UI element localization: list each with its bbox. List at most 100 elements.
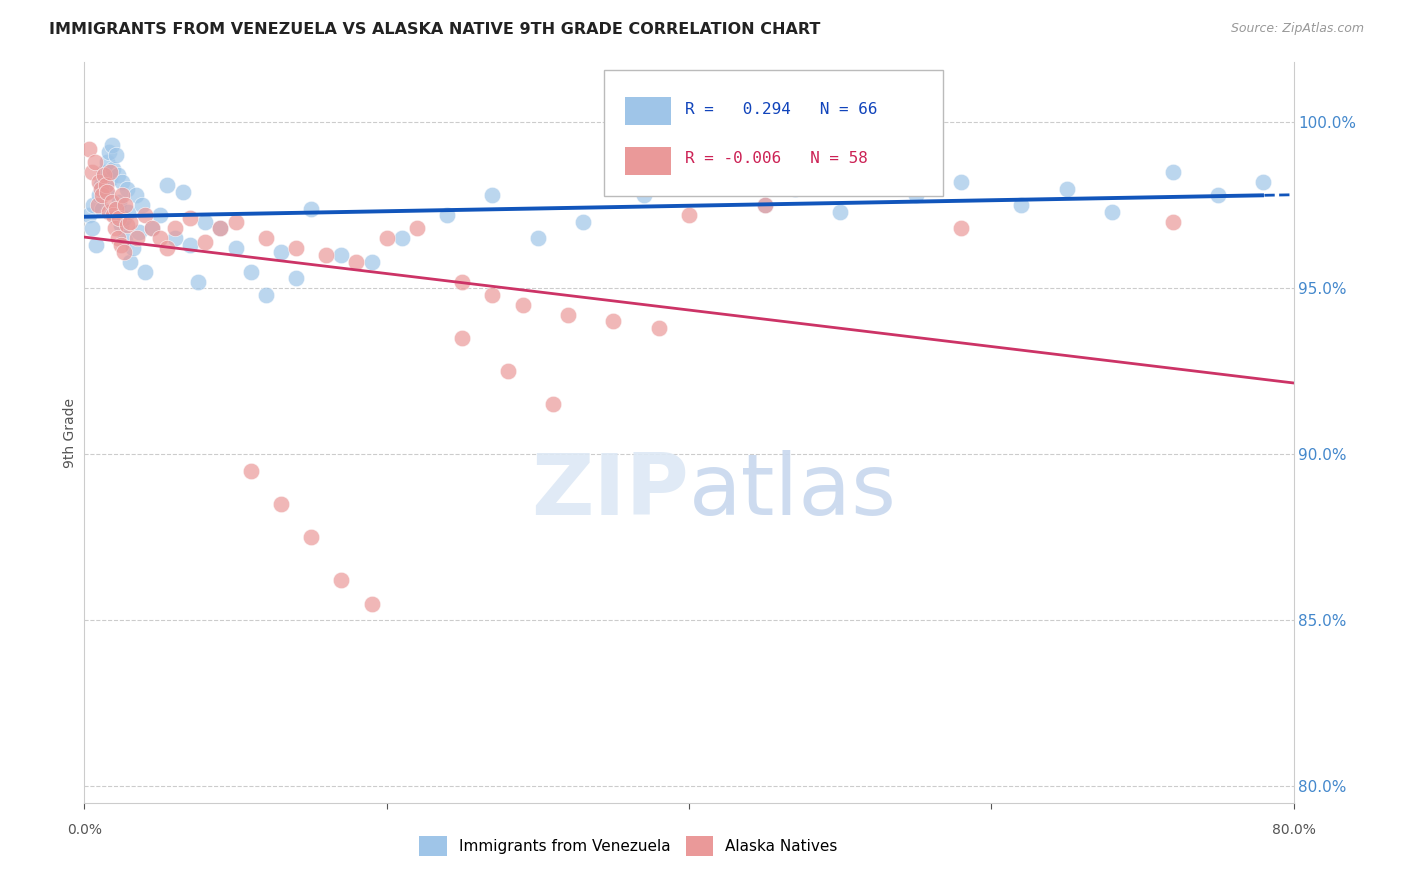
Point bbox=[904, 188, 927, 202]
Point bbox=[104, 221, 127, 235]
Point bbox=[149, 208, 172, 222]
Point bbox=[270, 497, 292, 511]
Point bbox=[114, 198, 136, 212]
Text: IMMIGRANTS FROM VENEZUELA VS ALASKA NATIVE 9TH GRADE CORRELATION CHART: IMMIGRANTS FROM VENEZUELA VS ALASKA NATI… bbox=[49, 22, 821, 37]
Point bbox=[1101, 204, 1123, 219]
Point bbox=[82, 198, 104, 212]
Text: 0.0%: 0.0% bbox=[67, 822, 101, 837]
Point bbox=[172, 185, 194, 199]
Point bbox=[187, 275, 209, 289]
Point bbox=[128, 225, 150, 239]
Point bbox=[572, 215, 595, 229]
Point bbox=[87, 198, 110, 212]
FancyBboxPatch shape bbox=[605, 70, 943, 195]
Point bbox=[131, 198, 153, 212]
Point bbox=[97, 145, 120, 159]
Point bbox=[648, 321, 671, 335]
Point bbox=[225, 215, 247, 229]
Text: 80.0%: 80.0% bbox=[1271, 822, 1316, 837]
Point bbox=[134, 264, 156, 278]
Point bbox=[285, 271, 308, 285]
Point bbox=[1206, 188, 1229, 202]
Point bbox=[97, 204, 120, 219]
Legend: Immigrants from Venezuela, Alaska Natives: Immigrants from Venezuela, Alaska Native… bbox=[413, 830, 844, 862]
Point bbox=[225, 241, 247, 255]
Text: R =   0.294   N = 66: R = 0.294 N = 66 bbox=[685, 102, 877, 117]
Point bbox=[375, 231, 398, 245]
Point bbox=[254, 288, 277, 302]
Point bbox=[754, 198, 776, 212]
Point bbox=[94, 178, 117, 193]
Point bbox=[118, 215, 141, 229]
Point bbox=[96, 155, 118, 169]
Point bbox=[117, 204, 139, 219]
Point bbox=[239, 464, 262, 478]
Point bbox=[127, 231, 149, 245]
Point bbox=[90, 178, 112, 193]
Point bbox=[91, 188, 114, 202]
Point bbox=[602, 314, 624, 328]
Point bbox=[254, 231, 277, 245]
Point bbox=[100, 194, 122, 209]
Point bbox=[77, 208, 100, 222]
Point bbox=[89, 188, 111, 202]
Point bbox=[481, 188, 503, 202]
Point bbox=[299, 202, 322, 216]
Point bbox=[101, 208, 124, 222]
Point bbox=[108, 194, 131, 209]
Point bbox=[179, 238, 201, 252]
Point bbox=[541, 397, 564, 411]
Point bbox=[104, 208, 127, 222]
Point bbox=[512, 298, 534, 312]
Point bbox=[633, 188, 655, 202]
Point bbox=[118, 254, 141, 268]
Point bbox=[96, 185, 118, 199]
Point bbox=[1253, 175, 1275, 189]
Point bbox=[194, 215, 217, 229]
Point bbox=[285, 241, 308, 255]
Point bbox=[101, 161, 124, 176]
Point bbox=[110, 238, 132, 252]
Point bbox=[125, 188, 148, 202]
Point bbox=[830, 204, 852, 219]
Point bbox=[112, 211, 135, 226]
Y-axis label: 9th Grade: 9th Grade bbox=[63, 398, 77, 467]
Point bbox=[80, 221, 103, 235]
Point bbox=[93, 165, 115, 179]
Point bbox=[360, 254, 382, 268]
Point bbox=[91, 202, 114, 216]
Point bbox=[406, 221, 429, 235]
Point bbox=[950, 175, 973, 189]
Point bbox=[179, 211, 201, 226]
Point bbox=[156, 178, 179, 193]
Text: Source: ZipAtlas.com: Source: ZipAtlas.com bbox=[1230, 22, 1364, 36]
Point bbox=[77, 142, 100, 156]
Point bbox=[114, 231, 136, 245]
Point bbox=[481, 288, 503, 302]
Point bbox=[107, 169, 129, 183]
Point bbox=[105, 202, 128, 216]
Point bbox=[1161, 215, 1184, 229]
Point bbox=[149, 231, 172, 245]
Text: atlas: atlas bbox=[689, 450, 897, 533]
Text: ZIP: ZIP bbox=[531, 450, 689, 533]
Point bbox=[105, 148, 128, 162]
Point bbox=[1056, 181, 1078, 195]
Point bbox=[134, 208, 156, 222]
Point bbox=[141, 221, 163, 235]
Point bbox=[194, 235, 217, 249]
Point bbox=[330, 574, 353, 588]
Point bbox=[110, 218, 132, 232]
Point bbox=[315, 248, 337, 262]
Point bbox=[330, 248, 353, 262]
Point bbox=[115, 218, 138, 232]
Point bbox=[209, 221, 232, 235]
Point bbox=[90, 181, 112, 195]
Point bbox=[678, 208, 700, 222]
Point bbox=[239, 264, 262, 278]
Point bbox=[496, 364, 519, 378]
Point bbox=[1161, 165, 1184, 179]
Point bbox=[270, 244, 292, 259]
FancyBboxPatch shape bbox=[624, 97, 671, 126]
Point bbox=[859, 165, 882, 179]
